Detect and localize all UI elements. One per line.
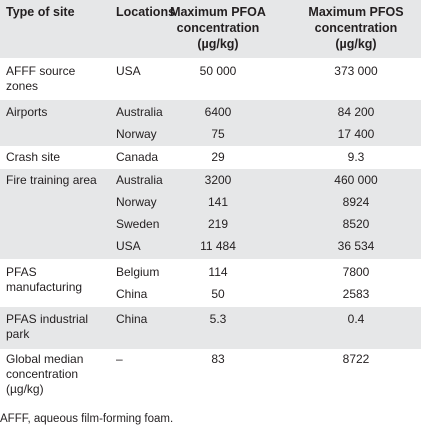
pfoa-value: 75 bbox=[211, 127, 225, 141]
site-type-cont: zones bbox=[6, 79, 39, 93]
site-type-cont: (µg/kg) bbox=[6, 382, 44, 396]
table-row: Global median concentration (µg/kg) – 83… bbox=[0, 349, 421, 396]
pfos-value: 36 534 bbox=[337, 239, 375, 253]
pfoa-value: 5.3 bbox=[209, 312, 227, 326]
site-type: Airports bbox=[6, 105, 48, 119]
location: Australia bbox=[116, 105, 163, 119]
table-row-group: Fire training area Australia 3200 460 00… bbox=[0, 169, 421, 259]
site-type: Global median bbox=[6, 352, 84, 366]
site-type: Fire training area bbox=[6, 173, 97, 187]
pfos-value: 8924 bbox=[342, 195, 370, 209]
pfoa-value: 83 bbox=[211, 352, 225, 366]
data-table: Type of site Locations Maximum PFOA conc… bbox=[0, 0, 421, 396]
table-row-group: PFAS manufacturing Belgium 114 7800 Chin… bbox=[0, 259, 421, 307]
location: USA bbox=[116, 239, 141, 253]
pfos-value: 0.4 bbox=[347, 312, 365, 326]
pfoa-value: 219 bbox=[207, 217, 229, 231]
header-type-of-site: Type of site bbox=[6, 5, 75, 19]
pfos-value: 84 200 bbox=[337, 105, 375, 119]
location: Sweden bbox=[116, 217, 160, 231]
pfos-value: 17 400 bbox=[337, 127, 375, 141]
pfoa-value: 11 484 bbox=[200, 239, 236, 253]
location: China bbox=[116, 312, 148, 326]
table-footnote: AFFF, aqueous film-forming foam. bbox=[0, 413, 174, 425]
location: USA bbox=[116, 64, 141, 78]
location: Belgium bbox=[116, 265, 160, 279]
site-type-cont: concentration bbox=[6, 367, 79, 381]
header-locations: Locations bbox=[116, 5, 176, 19]
location: – bbox=[116, 352, 123, 366]
header-pfoa-line2: concentration bbox=[176, 21, 260, 35]
site-type-cont: manufacturing bbox=[6, 280, 83, 294]
pfos-value: 460 000 bbox=[334, 173, 378, 187]
pfoa-value: 3200 bbox=[204, 173, 232, 187]
table-header: Type of site Locations Maximum PFOA conc… bbox=[0, 0, 421, 58]
pfoa-value: 114 bbox=[208, 265, 228, 279]
pfos-value: 8722 bbox=[342, 352, 370, 366]
table-row-group: Airports Australia 6400 84 200 Norway 75… bbox=[0, 100, 421, 146]
site-type: PFAS industrial bbox=[6, 312, 89, 326]
table-row: AFFF source zones USA 50 000 373 000 bbox=[0, 58, 421, 100]
pfoa-value: 6400 bbox=[204, 105, 232, 119]
site-type: PFAS bbox=[6, 265, 37, 279]
pfoa-value: 50 bbox=[211, 287, 225, 301]
pfos-value: 8520 bbox=[342, 217, 370, 231]
pfos-value: 9.3 bbox=[347, 150, 365, 164]
pfos-value: 7800 bbox=[342, 265, 370, 279]
table-row: Crash site Canada 29 9.3 bbox=[0, 146, 421, 169]
header-pfoa-line3: (µg/kg) bbox=[197, 37, 239, 51]
location: Canada bbox=[116, 150, 159, 164]
table-row: PFAS industrial park China 5.3 0.4 bbox=[0, 307, 421, 349]
site-type: AFFF source bbox=[6, 64, 76, 78]
pfos-value: 2583 bbox=[342, 287, 370, 301]
header-pfos-line3: (µg/kg) bbox=[335, 37, 377, 51]
pfoa-value: 141 bbox=[207, 195, 229, 209]
header-pfos-line1: Maximum PFOS bbox=[308, 5, 404, 19]
pfos-value: 373 000 bbox=[334, 64, 378, 78]
pfoa-value: 29 bbox=[211, 150, 225, 164]
location: Norway bbox=[116, 127, 157, 141]
header-pfoa-line1: Maximum PFOA bbox=[170, 5, 266, 19]
pfoa-value: 50 000 bbox=[199, 64, 237, 78]
location: Norway bbox=[116, 195, 157, 209]
location: China bbox=[116, 287, 148, 301]
site-type: Crash site bbox=[6, 150, 61, 164]
location: Australia bbox=[116, 173, 163, 187]
site-type-cont: park bbox=[6, 327, 30, 341]
header-pfos-line2: concentration bbox=[314, 21, 398, 35]
